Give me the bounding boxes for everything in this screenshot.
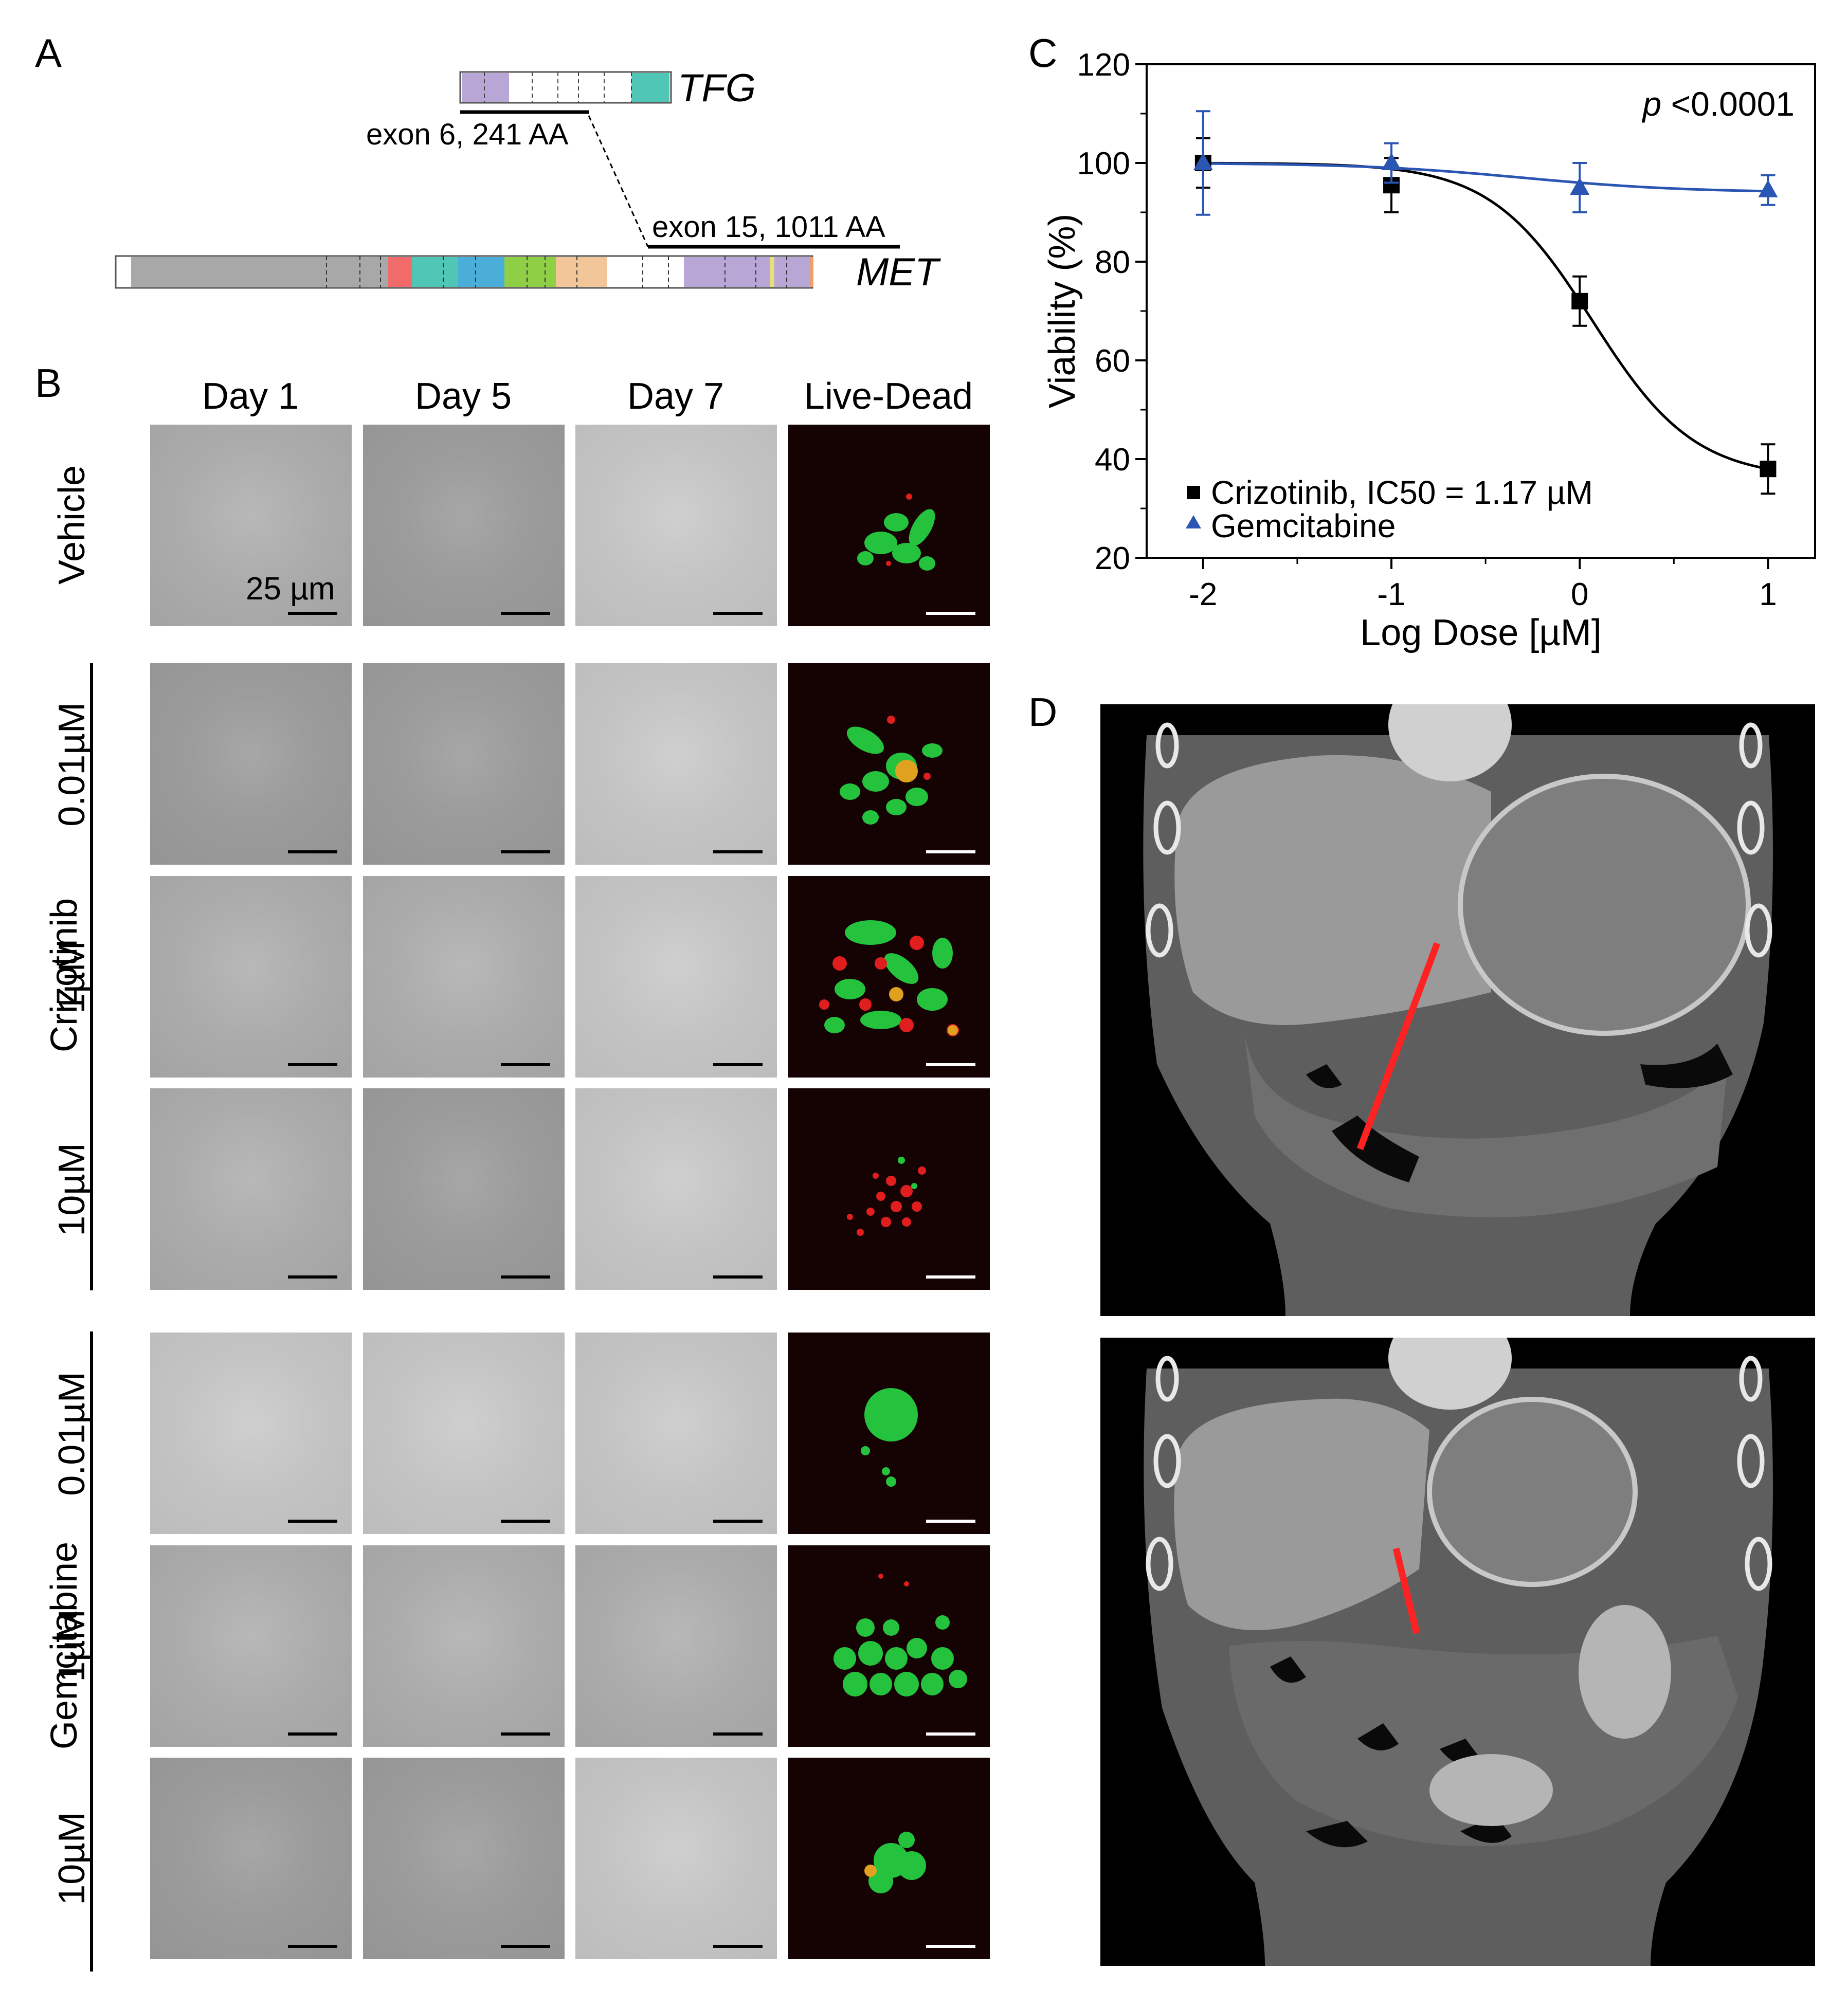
row-label-crizotinib-001: 0.01µM [51,702,93,827]
column-header-day5: Day 5 [414,376,512,417]
group-label-crizotinib: Crizotinib [44,898,85,1053]
gemcitabine-group-bar [90,1331,93,1972]
data-point-crizotinib [1760,461,1777,478]
tfg-exon-label: exon 6, 241 AA [366,118,569,151]
micrograph-vehicle-day5 [363,425,565,626]
micrograph-crizotinib-10-day5 [363,1088,565,1290]
data-point-gemcitabine [1382,153,1402,170]
legend-label-crizotinib: Crizotinib, IC50 = 1.17 µM [1211,474,1593,511]
dose-response-chart: 20 40 60 80 100 120 -2 -1 0 1 p <0.0001 Viability… [1042,47,1816,653]
x-tick-label: 1 [1759,577,1777,612]
x-tick-label: -1 [1377,577,1405,612]
fit-curve-crizotinib [1203,161,1768,470]
panel-d-letter: D [1028,689,1058,735]
panel-c-letter: C [1028,30,1058,76]
data-point-gemcitabine [1193,153,1213,170]
tfg-gene-label: TFG [678,66,756,110]
fluorescence-gemcitabine-1 [788,1545,990,1747]
row-label-crizotinib-10: 10µM [51,1143,93,1236]
legend-marker-gemcitabine [1186,515,1201,528]
fluorescence-vehicle [788,425,990,626]
crizotinib-group-bar [90,663,93,1290]
met-gene-label: MET [856,250,939,294]
legend-label-gemcitabine: Gemcitabine [1211,507,1396,544]
fluorescence-crizotinib-001 [788,663,990,865]
micrograph-crizotinib-001-day7 [575,663,777,865]
column-header-day1: Day 1 [202,376,299,417]
data-point-crizotinib [1571,293,1588,309]
fluorescence-gemcitabine-001 [788,1333,990,1534]
ct-scan-posttreatment [1100,1338,1815,1966]
micrograph-gemcitabine-10-day1 [150,1758,352,1959]
y-tick-label: 20 [1095,541,1130,576]
scale-bar [288,612,337,615]
micrograph-gemcitabine-10-day5 [363,1758,565,1959]
x-tick-label: 0 [1571,577,1588,612]
micrograph-vehicle-day7 [575,425,777,626]
micrograph-gemcitabine-001-day5 [363,1333,565,1534]
x-tick-label: -2 [1189,577,1217,612]
scale-bar-label: 25 µm [246,571,335,607]
micrograph-gemcitabine-1-day5 [363,1545,565,1747]
column-header-live-dead: Live-Dead [804,376,973,417]
row-label-vehicle: Vehicle [51,465,93,585]
panel-b-letter: B [35,360,62,406]
micrograph-crizotinib-1-day1 [150,876,352,1078]
p-value-annotation: p <0.0001 [1642,85,1795,123]
tumor-measurement-line [1356,942,1441,1151]
micrograph-crizotinib-001-day1 [150,663,352,865]
fluorescence-crizotinib-1 [788,876,990,1078]
data-point-gemcitabine [1758,179,1778,197]
panel-a-letter: A [35,30,62,76]
fluorescence-crizotinib-10 [788,1088,990,1290]
fusion-dashed-link [588,115,649,247]
micrograph-vehicle-day1 [150,425,352,626]
micrograph-crizotinib-10-day7 [575,1088,777,1290]
y-tick-label: 60 [1095,343,1130,379]
micrograph-gemcitabine-10-day7 [575,1758,777,1959]
fit-curve-gemcitabine [1203,162,1768,193]
x-axis-title: Log Dose [µM] [1360,612,1602,653]
row-label-gemcitabine-10: 10µM [51,1812,93,1905]
ct-scan-pretreatment [1100,704,1815,1316]
micrograph-gemcitabine-1-day1 [150,1545,352,1747]
micrograph-crizotinib-1-day5 [363,876,565,1078]
met-exon-label: exon 15, 1011 AA [652,210,885,244]
y-tick-label: 100 [1077,146,1130,181]
y-tick-label: 40 [1095,442,1130,478]
y-tick-label: 120 [1077,47,1130,83]
y-tick-label: 80 [1095,245,1130,280]
column-header-day7: Day 7 [627,376,724,417]
legend: Crizotinib, IC50 = 1.17 µM Gemcitabine [1186,474,1593,544]
y-axis-title: Viability (%) [1042,214,1083,409]
micrograph-gemcitabine-001-day7 [575,1333,777,1534]
micrograph-crizotinib-1-day7 [575,876,777,1078]
met-gene-bar [115,255,813,289]
group-label-gemcitabine: Gemcitabine [44,1541,85,1750]
data-point-gemcitabine [1570,177,1590,195]
micrograph-gemcitabine-1-day7 [575,1545,777,1747]
micrograph-gemcitabine-001-day1 [150,1333,352,1534]
row-label-gemcitabine-001: 0.01µM [51,1372,93,1496]
micrograph-crizotinib-10-day1 [150,1088,352,1290]
fluorescence-gemcitabine-10 [788,1758,990,1959]
tumor-measurement-line [1392,1547,1420,1634]
fusion-diagram [115,71,900,289]
legend-marker-crizotinib [1187,486,1200,499]
tfg-gene-bar [459,71,672,104]
micrograph-crizotinib-001-day5 [363,663,565,865]
